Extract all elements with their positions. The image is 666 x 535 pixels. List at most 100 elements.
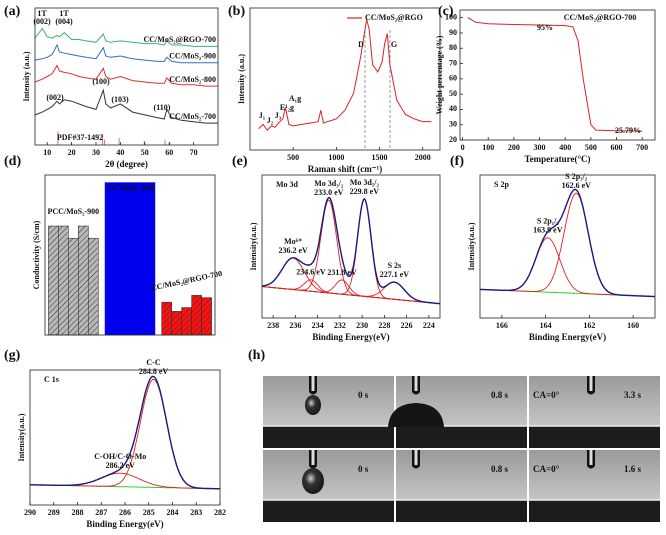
x-tick-label: 285 bbox=[143, 508, 155, 517]
bar-hatch bbox=[191, 295, 202, 335]
annotation: 1T bbox=[37, 9, 47, 18]
fabric-surface bbox=[529, 500, 660, 522]
fit-envelope bbox=[29, 375, 220, 490]
panel-label: (f) bbox=[450, 154, 464, 169]
peak-name: S 2s bbox=[388, 261, 402, 270]
annotation: G bbox=[391, 40, 397, 49]
reference-label: PDF#37-1492 bbox=[57, 133, 103, 142]
x-tick-label: 232 bbox=[334, 321, 346, 330]
bar-hatch bbox=[201, 297, 212, 335]
x-tick-label: 160 bbox=[627, 321, 639, 330]
series-label: CC/MoS₂-800 bbox=[169, 75, 216, 84]
y-tick-label: 80 bbox=[449, 43, 457, 52]
needle-bore bbox=[589, 376, 593, 391]
peak-label: 229.8 eV bbox=[350, 187, 380, 196]
x-tick-label: 0 bbox=[461, 143, 465, 152]
y-tick-label: 30 bbox=[449, 120, 457, 129]
panel-label: (h) bbox=[248, 348, 265, 363]
x-axis-label: Temperature(°C) bbox=[524, 154, 590, 164]
x-tick-label: 30 bbox=[92, 148, 100, 157]
annotation: (004) bbox=[55, 17, 73, 26]
annotation: S 2p bbox=[494, 180, 509, 189]
x-tick-label: 200 bbox=[508, 143, 520, 152]
x-tick-label: 50 bbox=[141, 148, 149, 157]
panel-label: (a) bbox=[4, 4, 21, 19]
fabric-surface bbox=[529, 426, 660, 448]
x-tick-label: 282 bbox=[214, 508, 226, 517]
bar-hatch bbox=[171, 311, 182, 335]
photo-frame: 0 s bbox=[263, 376, 394, 448]
annotation: D bbox=[358, 40, 364, 49]
x-tick-label: 100 bbox=[482, 143, 494, 152]
x-tick-label: 230 bbox=[356, 321, 368, 330]
time-label: 0.8 s bbox=[491, 464, 509, 474]
needle-bore bbox=[311, 450, 315, 465]
x-tick-label: 10 bbox=[43, 148, 51, 157]
photo-frame: 0 s bbox=[263, 450, 394, 522]
x-tick-label: 70 bbox=[190, 148, 198, 157]
category-label: CC/MoS₂-900 bbox=[107, 183, 154, 192]
annotation: (110) bbox=[154, 103, 171, 112]
peak-name: Mo⁶⁺ bbox=[284, 237, 302, 246]
fabric-surface bbox=[396, 500, 527, 522]
time-label: 0 s bbox=[358, 464, 369, 474]
x-tick-label: 300 bbox=[534, 143, 546, 152]
x-tick-label: 286 bbox=[119, 508, 131, 517]
needle-bore bbox=[311, 376, 315, 391]
peak-label: 162.6 eV bbox=[562, 181, 592, 190]
y-axis-label: Conductivity (S/cm) bbox=[32, 220, 41, 289]
annotation: A₁g bbox=[289, 94, 301, 103]
annotation: (002) bbox=[46, 93, 64, 102]
x-tick-label: 1500 bbox=[372, 153, 388, 162]
fabric-surface bbox=[263, 426, 394, 448]
fabric-surface bbox=[396, 426, 527, 448]
photo-frame: 0.8 s bbox=[396, 450, 527, 522]
y-axis-label: Intensity(a.u.) bbox=[17, 413, 26, 461]
bar bbox=[124, 182, 136, 336]
series-label: CC/MoS₂-900 bbox=[169, 52, 216, 61]
peak-name: S 2p₁/₂ bbox=[537, 217, 560, 226]
x-tick-label: 700 bbox=[636, 143, 648, 152]
peak-label: 236.2 eV bbox=[278, 246, 308, 255]
y-axis-label: Weight percentage (%) bbox=[435, 35, 444, 114]
x-tick-label: 500 bbox=[287, 153, 299, 162]
bar bbox=[104, 182, 116, 336]
x-axis-label: Binding Energy(eV) bbox=[529, 332, 606, 342]
plot-frame bbox=[34, 7, 219, 146]
series-line bbox=[34, 27, 218, 47]
series-line bbox=[34, 43, 218, 64]
fit-envelope bbox=[261, 196, 441, 305]
annotation: J₂ bbox=[267, 116, 274, 125]
bar bbox=[114, 182, 126, 336]
series-line bbox=[258, 19, 432, 131]
fit-component bbox=[30, 378, 220, 490]
x-axis-label: 2θ (degree) bbox=[105, 159, 148, 169]
x-axis-label: Raman shift (cm⁻¹) bbox=[308, 164, 382, 174]
bar-hatch bbox=[78, 226, 89, 335]
y-tick-label: 70 bbox=[449, 58, 457, 67]
x-tick-label: 224 bbox=[423, 321, 435, 330]
needle-bore bbox=[414, 450, 418, 465]
photo-frame: 0.8 s bbox=[388, 376, 527, 448]
annotation: (103) bbox=[111, 95, 129, 104]
y-tick-label: 60 bbox=[449, 74, 457, 83]
annotation: E¹₂g bbox=[280, 103, 294, 112]
x-tick-label: 166 bbox=[496, 321, 508, 330]
y-tick-label: 40 bbox=[449, 104, 457, 113]
peak-name: Mo 3d₃/₂ bbox=[314, 179, 344, 188]
plot-frame bbox=[459, 9, 656, 141]
bar-hatch bbox=[181, 307, 192, 335]
droplet bbox=[302, 468, 324, 494]
y-axis-label: Intensity (a.u.) bbox=[22, 51, 31, 101]
x-tick-label: 162 bbox=[583, 321, 595, 330]
legend-label: CC/MoS₂@RGO bbox=[365, 13, 423, 22]
panel-label: (e) bbox=[232, 154, 248, 169]
y-axis-label: Intensity(a.u.) bbox=[467, 222, 476, 270]
bar-hatch bbox=[58, 226, 69, 335]
peak-label: 231.8 eV bbox=[327, 268, 357, 277]
x-tick-label: 284 bbox=[167, 508, 179, 517]
annotation: J₁ bbox=[259, 111, 266, 120]
annotation: (002) bbox=[33, 17, 51, 26]
time-label: 0.8 s bbox=[491, 390, 509, 400]
x-tick-label: 290 bbox=[24, 508, 36, 517]
